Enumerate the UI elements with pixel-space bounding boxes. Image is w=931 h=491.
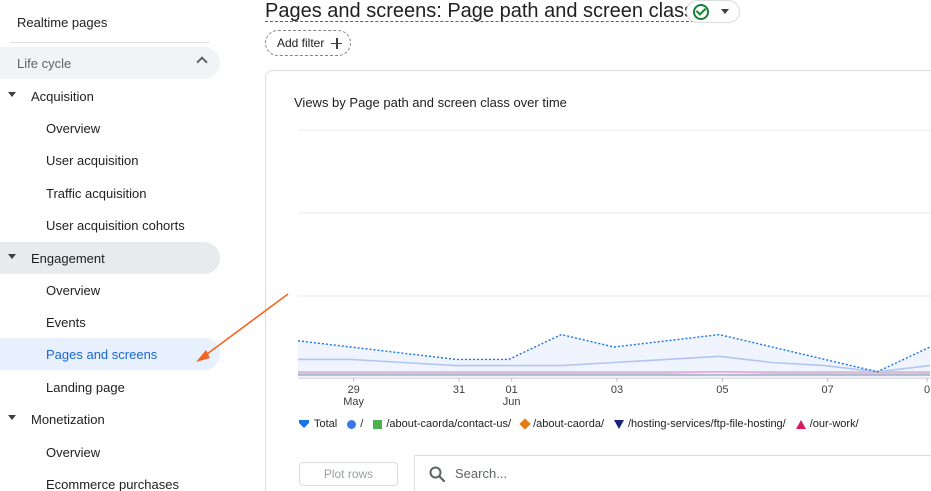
legend-label: /our-work/ (809, 418, 859, 430)
x-tick-label: 0 (924, 384, 930, 396)
x-tick-label: 01 (506, 384, 518, 396)
legend-item[interactable]: /about-caorda/ (519, 418, 604, 430)
sidebar-item-label: Ecommerce purchases (46, 476, 179, 491)
sidebar-item-monetization[interactable]: Monetization (0, 403, 220, 435)
sidebar-item-label: Overview (46, 120, 101, 136)
sidebar-item-acquisition-overview[interactable]: Overview (0, 112, 220, 144)
sidebar-item-user-acquisition[interactable]: User acquisition (0, 144, 220, 176)
sidebar-item-user-acquisition-cohorts[interactable]: User acquisition cohorts (0, 209, 220, 241)
sidebar-item-label: User acquisition (46, 152, 139, 168)
sidebar-divider (10, 42, 209, 43)
sidebar-item-label: Realtime pages (17, 14, 108, 30)
x-tick-sublabel: Jun (503, 396, 521, 408)
sidebar-item-acquisition[interactable]: Acquisition (0, 80, 220, 112)
annotation-arrow (196, 293, 289, 362)
annotation-arrow-head (196, 350, 210, 362)
legend-item[interactable]: / (347, 418, 363, 430)
legend-label: Total (314, 418, 338, 430)
sidebar-item-events[interactable]: Events (0, 306, 220, 338)
plot-rows-label: Plot rows (323, 467, 374, 481)
legend-label: / (360, 418, 364, 430)
legend-marker-icon (519, 418, 531, 430)
x-tick-label: 05 (716, 384, 728, 396)
search-icon (429, 466, 445, 482)
plot-rows-button[interactable]: Plot rows (299, 462, 398, 486)
search-input[interactable] (455, 466, 755, 481)
caret-down-icon (8, 254, 16, 259)
sidebar-item-label: Traffic acquisition (46, 185, 147, 201)
sidebar-item-monetization-overview[interactable]: Overview (0, 436, 220, 468)
legend-marker-icon (299, 420, 309, 428)
x-tick-label: 31 (453, 384, 465, 396)
legend-item[interactable]: Total (298, 418, 337, 430)
add-filter-label: Add filter (277, 36, 325, 50)
check-circle-icon (693, 3, 709, 20)
sidebar-item-ecommerce-purchases[interactable]: Ecommerce purchases (0, 468, 220, 491)
sidebar-item-realtime-pages[interactable]: Realtime pages (0, 6, 220, 38)
legend-marker-icon (347, 419, 357, 429)
legend-item[interactable]: /about-caorda/contact-us/ (373, 418, 511, 430)
annotation-arrow-line (202, 293, 289, 358)
legend-marker-icon (795, 419, 806, 429)
x-tick-sublabel: May (343, 396, 364, 408)
caret-down-icon (8, 92, 16, 97)
chart-legend: Total / /about-caorda/contact-us/ /about-ca… (298, 416, 869, 432)
data-quality-chip[interactable] (686, 0, 740, 23)
sidebar-nav: Realtime pages Life cycle Acquisition Ov… (0, 0, 228, 491)
sidebar-section-life-cycle[interactable]: Life cycle (0, 47, 220, 79)
plus-icon (331, 37, 343, 49)
add-filter-button[interactable]: Add filter (265, 30, 351, 56)
series-line-total[interactable] (297, 333, 931, 373)
sidebar-item-label: User acquisition cohorts (46, 217, 185, 233)
caret-down-icon (721, 9, 729, 14)
sidebar-item-engagement[interactable]: Engagement (0, 242, 220, 274)
legend-label: /about-caorda/ (533, 418, 604, 430)
sidebar-item-pages-and-screens[interactable]: Pages and screens (0, 338, 220, 370)
legend-label: /about-caorda/contact-us/ (386, 418, 512, 430)
chart-series (297, 333, 931, 378)
table-search (414, 455, 931, 491)
legend-marker-icon (614, 419, 624, 429)
legend-marker-icon (373, 419, 383, 429)
sidebar-item-label: Overview (46, 282, 101, 298)
sidebar-item-label: Monetization (31, 411, 105, 427)
sidebar-item-landing-page[interactable]: Landing page (0, 371, 220, 403)
sidebar-item-label: Pages and screens (46, 346, 158, 362)
legend-item[interactable]: /hosting-services/ftp-file-hosting/ (614, 418, 786, 430)
sidebar-item-label: Overview (46, 444, 101, 460)
sidebar-section-label: Life cycle (17, 55, 72, 71)
sidebar-item-label: Events (46, 314, 86, 330)
sidebar-item-traffic-acquisition[interactable]: Traffic acquisition (0, 177, 220, 209)
caret-down-icon (8, 415, 16, 420)
page-title[interactable]: Pages and screens: Page path and screen … (265, 0, 695, 22)
series-area-total (298, 334, 930, 378)
legend-label: /hosting-services/ftp-file-hosting/ (628, 418, 786, 430)
x-tick-label: 03 (611, 384, 623, 396)
x-tick-label: 29 (348, 384, 360, 396)
chart-grid (298, 129, 931, 379)
sidebar-item-label: Acquisition (31, 88, 94, 104)
sidebar-item-label: Engagement (31, 250, 105, 266)
x-tick-label: 07 (822, 384, 834, 396)
sidebar-item-engagement-overview[interactable]: Overview (0, 274, 220, 306)
sidebar-item-label: Landing page (46, 379, 125, 395)
legend-item[interactable]: /our-work/ (795, 418, 859, 430)
chart-title: Views by Page path and screen class over… (294, 95, 567, 110)
